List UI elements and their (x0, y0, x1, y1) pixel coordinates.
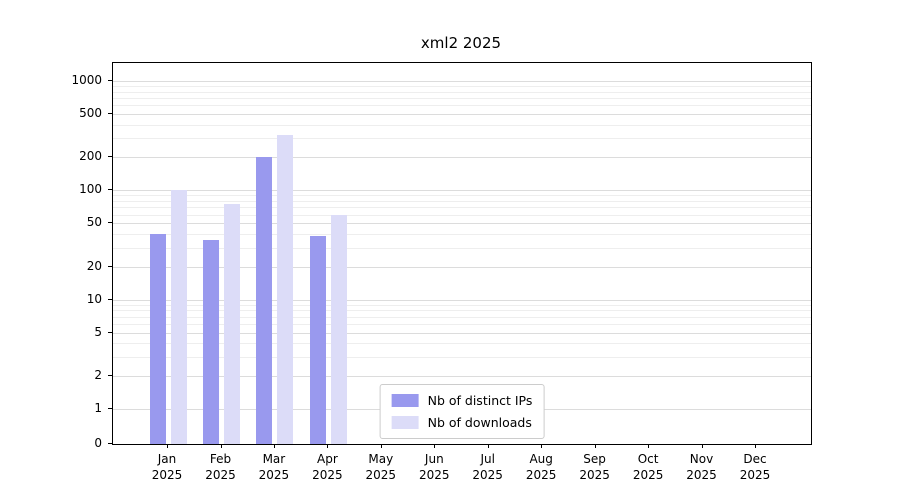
x-tick-label: Mar 2025 (258, 452, 290, 482)
x-tick-mark (487, 444, 489, 448)
bar-downloads (330, 214, 347, 444)
bar-downloads (224, 204, 240, 444)
bar-distinct-ips (149, 233, 166, 444)
grid-line (113, 376, 811, 378)
grid-line-minor (113, 247, 811, 249)
grid-line (113, 81, 811, 82)
grid-line-minor (113, 323, 811, 325)
grid-line (113, 190, 811, 192)
grid-line-minor (113, 316, 811, 318)
y-tick-mark (108, 375, 112, 377)
grid-line-minor (113, 138, 811, 140)
grid-line-minor (113, 233, 811, 235)
grid-line (113, 223, 811, 225)
grid-line-minor (113, 105, 811, 107)
y-tick-mark (108, 331, 112, 333)
x-tick-label: May 2025 (365, 452, 397, 482)
grid-line (113, 157, 811, 159)
grid-line-minor (113, 343, 811, 345)
x-tick-label: Dec 2025 (739, 452, 771, 482)
y-tick-mark (108, 80, 112, 81)
grid-line-minor (113, 91, 811, 93)
y-tick-label: 10 (86, 291, 102, 306)
grid-line-minor (113, 310, 811, 312)
x-tick-label: Jul 2025 (472, 452, 503, 482)
y-tick-label: 1000 (71, 73, 102, 87)
legend-label-downloads: Nb of downloads (427, 415, 532, 430)
x-tick-mark (594, 444, 596, 448)
grid-line-minor (113, 214, 811, 216)
bar-downloads (277, 135, 294, 444)
y-tick-label: 0 (94, 436, 102, 450)
y-tick-mark (108, 222, 112, 224)
grid-line-minor (113, 124, 811, 126)
x-tick-mark (755, 444, 756, 448)
legend-swatch-downloads (391, 416, 419, 429)
y-tick-label: 200 (79, 149, 102, 164)
y-tick-mark (108, 408, 112, 409)
bar-distinct-ips (256, 157, 273, 444)
x-tick-mark (220, 444, 222, 448)
legend-entry-distinct-ips: Nb of distinct IPs (391, 393, 533, 408)
x-tick-mark (648, 444, 650, 448)
x-tick-label: Jun 2025 (419, 452, 450, 482)
legend-label-distinct-ips: Nb of distinct IPs (427, 393, 533, 408)
bar-downloads (170, 190, 187, 444)
y-tick-label: 20 (86, 258, 102, 273)
grid-line (113, 113, 811, 115)
x-tick-label: Aug 2025 (525, 452, 557, 482)
y-tick-label: 500 (79, 105, 102, 120)
grid-line (113, 332, 811, 334)
y-tick-mark (108, 443, 112, 444)
grid-line (113, 266, 811, 268)
y-tick-mark (108, 189, 112, 191)
grid-line-minor (113, 207, 811, 209)
legend: Nb of distinct IPs Nb of downloads (379, 384, 545, 439)
x-tick-mark (541, 444, 543, 448)
y-tick-label: 2 (94, 368, 102, 383)
x-tick-mark (327, 444, 329, 448)
x-tick-mark (701, 444, 703, 448)
x-tick-mark (273, 444, 275, 448)
legend-swatch-distinct-ips (391, 394, 419, 407)
x-tick-mark (167, 444, 168, 448)
grid-line-minor (113, 356, 811, 358)
x-tick-mark (380, 444, 382, 448)
y-tick-mark (108, 265, 112, 267)
grid-line-minor (113, 195, 811, 197)
grid-line-minor (113, 304, 811, 306)
y-tick-label: 50 (86, 215, 102, 230)
bar-distinct-ips (203, 240, 219, 444)
x-tick-label: Jan 2025 (151, 452, 183, 482)
x-tick-label: Oct 2025 (632, 452, 664, 482)
y-tick-label: 1 (94, 401, 102, 415)
y-tick-mark (108, 112, 112, 114)
bar-distinct-ips (309, 236, 326, 444)
y-tick-mark (108, 156, 112, 158)
y-tick-mark (108, 298, 112, 300)
y-tick-label: 100 (79, 182, 102, 197)
x-tick-label: Feb 2025 (205, 452, 236, 482)
chart-title: xml2 2025 (420, 34, 502, 52)
x-tick-label: Nov 2025 (686, 452, 717, 482)
legend-entry-downloads: Nb of downloads (391, 415, 533, 430)
grid-line-minor (113, 97, 811, 99)
x-tick-label: Sep 2025 (579, 452, 610, 482)
grid-line-minor (113, 200, 811, 202)
x-tick-mark (434, 444, 436, 448)
grid-line-minor (113, 86, 811, 87)
plot-area: Nb of distinct IPs Nb of downloads (112, 62, 812, 445)
grid-line (113, 299, 811, 301)
y-tick-label: 5 (94, 324, 102, 339)
x-tick-label: Apr 2025 (312, 452, 343, 482)
